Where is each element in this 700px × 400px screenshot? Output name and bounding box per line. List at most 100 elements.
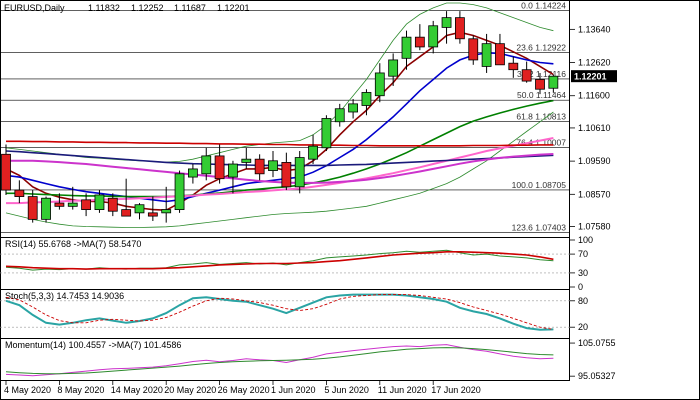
momentum-momentum-ma-line: [5, 347, 554, 375]
momentum-tick-label-0: 105.0755: [578, 338, 616, 348]
price-tick-label-4: 1.09590: [578, 156, 611, 166]
date-axis: 4 May 2020 8 May 2020 14 May 2020 20 May 20…: [4, 381, 481, 395]
price-axis: 1.13640 1.12620 1.11600 1.10610 1.09590 1.085…: [570, 24, 617, 232]
candlesticks: [1, 11, 559, 223]
candle-body-2: [27, 196, 38, 220]
candle-body-37: [495, 43, 505, 66]
fib-label-3: 50.0 1.11464: [517, 90, 566, 100]
candle-body-10: [134, 204, 145, 214]
momentum-tick-label-1: 95.05327: [578, 371, 616, 381]
date-tick-label-6: 5 Jun 2020: [324, 385, 369, 395]
stoch-tick-label-0: 80: [578, 296, 588, 306]
candle-body-31: [414, 36, 425, 48]
candle-body-35: [468, 38, 479, 61]
fib-label-6: 100.0 1.08705: [512, 180, 567, 190]
candle-body-14: [187, 168, 198, 178]
moving-average-line-6: [6, 153, 554, 184]
candle-body-36: [481, 43, 492, 67]
rsi-tick-label-2: 30: [578, 268, 588, 278]
bollinger-lower-line: [5, 111, 554, 228]
chart-title: EURUSD,Daily: [4, 3, 65, 13]
stoch-stoch-d-line: [5, 294, 554, 330]
fib-label-5: 76.4 1.10007: [516, 138, 566, 148]
candle-body-25: [334, 108, 345, 123]
rsi-panel: 100 70 30 0: [0, 235, 593, 292]
momentum-label: Momentum(14) 100.4557 ->MA(7) 101.4586: [5, 340, 181, 350]
moving-average-line-4: [6, 140, 554, 147]
fib-label-0: 0.0 1.14224: [521, 0, 566, 10]
ohlc-low: 1.11687: [174, 3, 206, 13]
candle-body-26: [348, 103, 359, 113]
date-tick-label-3: 20 May 2020: [164, 385, 216, 395]
candle-body-41: [548, 75, 559, 89]
rsi-rsi-ma-line: [5, 251, 554, 270]
ohlc-close: 1.12201: [217, 3, 250, 13]
candle-body-16: [214, 155, 225, 180]
rsi-tick-label-3: 0: [578, 282, 583, 292]
candle-body-27: [361, 92, 372, 106]
candle-body-20: [268, 160, 278, 171]
candle-body-22: [294, 157, 305, 188]
price-tick-label-0: 1.13640: [578, 24, 611, 34]
candle-body-6: [81, 199, 91, 210]
ohlc-open: 1.11832: [88, 3, 120, 13]
date-tick-label-7: 11 Jun 2020: [378, 385, 427, 395]
candle-body-0: [1, 153, 11, 191]
rsi-tick-label-1: 70: [578, 249, 588, 259]
candle-body-7: [94, 194, 105, 210]
price-tick-label-3: 1.10610: [578, 123, 611, 133]
candle-body-13: [174, 173, 185, 210]
candle-body-23: [308, 145, 318, 160]
candle-body-8: [107, 197, 118, 212]
rsi-label: RSI(14) 55.6768 ->MA(7) 58.5470: [5, 239, 141, 249]
candle-body-1: [14, 189, 25, 197]
candle-body-29: [388, 59, 399, 77]
fib-label-4: 61.8 1.10813: [516, 111, 566, 121]
candle-body-34: [454, 17, 465, 40]
stoch-stoch-k-line: [5, 293, 554, 331]
date-tick-label-8: 17 Jun 2020: [431, 385, 481, 395]
fibonacci-levels: 0.0 1.14224 23.6 1.12922 38.2 1.12116 50.0 …: [0, 0, 570, 233]
moving-average-line-5: [5, 150, 554, 167]
date-tick-label-2: 14 May 2020: [111, 385, 163, 395]
date-tick-label-5: 1 Jun 2020: [271, 385, 316, 395]
momentum-panel: 105.0755 95.05327: [5, 338, 616, 381]
candle-body-38: [508, 62, 519, 71]
candle-body-5: [67, 202, 78, 207]
date-tick-label-1: 8 May 2020: [57, 385, 104, 395]
ohlc-high: 1.12252: [131, 3, 164, 13]
date-tick-label-4: 26 May 2020: [218, 385, 270, 395]
date-tick-label-0: 4 May 2020: [4, 385, 51, 395]
momentum-panel-frame: [0, 338, 570, 381]
current-price-label: 1.12201: [574, 72, 607, 82]
candle-body-28: [374, 72, 385, 97]
candle-body-15: [201, 155, 212, 175]
stoch-label: Stoch(5,3,3) 14.7453 14.9036: [5, 291, 124, 301]
candle-body-9: [121, 209, 132, 217]
current-price-badge: [571, 70, 617, 83]
candle-body-39: [521, 69, 532, 82]
candle-body-19: [254, 158, 265, 175]
stoch-panel: 80 20: [0, 293, 588, 332]
candle-body-24: [321, 118, 332, 149]
candle-body-11: [147, 212, 158, 217]
candle-body-21: [281, 162, 292, 188]
candle-body-40: [535, 79, 545, 90]
candle-body-12: [161, 209, 172, 214]
fib-label-2: 38.2 1.12116: [517, 69, 566, 79]
candle-body-33: [441, 17, 452, 28]
candle-body-32: [428, 25, 439, 48]
candle-body-30: [401, 36, 412, 59]
price-tick-label-5: 1.08570: [578, 189, 611, 199]
price-tick-label-2: 1.11600: [578, 91, 610, 101]
price-tick-label-1: 1.12620: [578, 58, 611, 68]
fib-label-7: 123.6 1.07403: [512, 222, 567, 232]
fib-label-1: 23.6 1.12922: [516, 43, 566, 53]
stoch-tick-label-1: 20: [578, 322, 588, 332]
rsi-tick-label-0: 100: [578, 235, 593, 245]
price-tick-label-6: 1.07580: [578, 222, 611, 232]
candle-body-17: [228, 163, 238, 178]
candle-body-18: [241, 158, 252, 163]
candle-body-3: [41, 197, 51, 220]
